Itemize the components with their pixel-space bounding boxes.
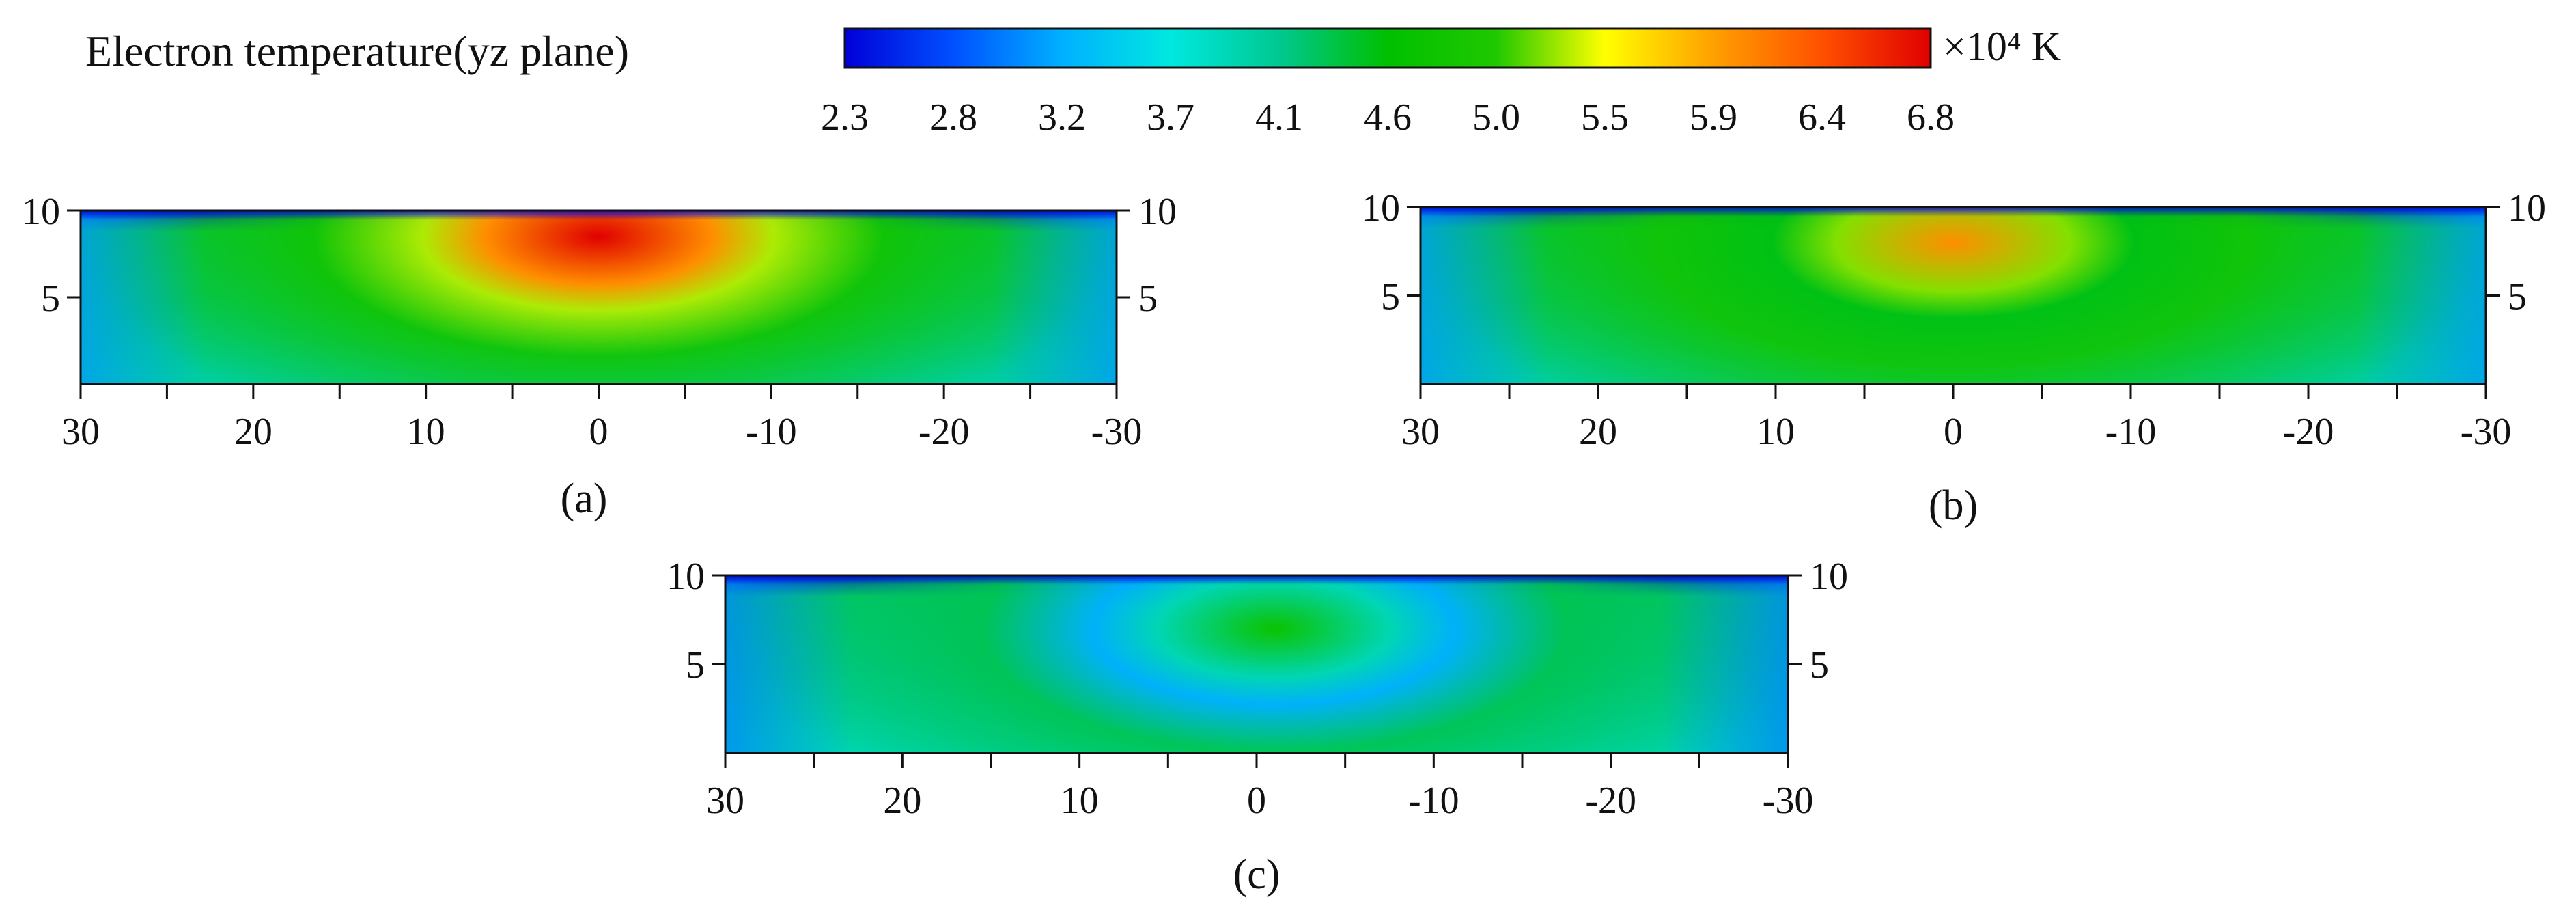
colorbar-tick-label: 2.8 [929,96,977,139]
x-tick-label: -20 [2283,411,2334,453]
colorbar-tick-label: 3.7 [1147,96,1194,139]
colorbar-gradient [843,27,1932,69]
x-tick-label: 30 [706,780,744,822]
colorbar-tick-labels: 2.3 2.8 3.2 3.7 4.1 4.6 5.0 5.5 5.9 6.4 6.8 [821,96,1955,139]
x-tick-label: 10 [1061,780,1099,822]
x-tick-label: 10 [1756,411,1795,453]
x-tick-label: -10 [1408,780,1459,822]
heatmap-field [1420,207,2486,384]
figure-title: Electron temperature(yz plane) [85,27,629,75]
colorbar-tick-label: 3.2 [1038,96,1086,139]
colorbar-tick-label: 5.9 [1690,96,1737,139]
panel-a: 30 20 10 0 -10 -20 -30 10 10 5 5 (a) [22,191,1177,522]
heatmap-top-band [81,210,1117,220]
y-tick-label-left: 10 [22,191,60,233]
y-tick-label-right: 10 [1810,555,1848,598]
colorbar-tick-label: 6.8 [1907,96,1955,139]
heatmap-edge-cooling [81,210,1117,384]
panel-b: 30 20 10 0 -10 -20 -30 10 10 5 5 (b) [1362,187,2546,529]
x-tick-label: 0 [1944,411,1963,453]
y-tick-label-left: 5 [41,277,60,320]
heatmap-edge-cooling [1420,207,2486,384]
panel-label: (a) [561,476,608,522]
panel-c: 30 20 10 0 -10 -20 -30 10 10 5 5 (c) [667,555,1848,898]
colorbar-tick-label: 4.1 [1255,96,1303,139]
y-tick-label-right: 5 [2508,276,2527,318]
x-tick-label: 20 [234,411,272,453]
x-tick-label: -30 [2461,411,2512,453]
panel-label: (b) [1929,482,1978,529]
colorbar-tick-label: 5.5 [1581,96,1629,139]
heatmap-field [81,210,1117,384]
x-tick-label: -30 [1763,780,1814,822]
x-tick-label: 30 [1401,411,1440,453]
heatmap-field [725,575,1788,753]
x-tick-label: -20 [919,411,970,453]
colorbar-tick-label: 5.0 [1472,96,1520,139]
colorbar: ×10⁴ K 2.3 2.8 3.2 3.7 4.1 4.6 5.0 5.5 5.9 6.4 6.8 [821,24,2061,139]
x-tick-label: -30 [1091,411,1143,453]
x-tick-label: 30 [61,411,100,453]
heatmap-top-band [725,575,1788,585]
heatmap-top-band [1420,207,2486,217]
y-tick-label-right: 5 [1138,277,1158,320]
x-tick-label: -10 [746,411,797,453]
colorbar-unit: ×10⁴ K [1943,24,2061,69]
panel-label: (c) [1233,851,1280,898]
x-tick-label: 10 [407,411,445,453]
y-tick-label-left: 5 [1381,276,1400,318]
y-tick-label-right: 10 [1138,191,1177,233]
y-tick-label-left: 10 [667,555,705,598]
colorbar-tick-label: 2.3 [821,96,869,139]
x-tick-label: -20 [1585,780,1636,822]
x-tick-label: 0 [589,411,608,453]
y-tick-label-right: 5 [1810,644,1829,687]
x-tick-label: 20 [1579,411,1617,453]
y-tick-label-left: 10 [1362,187,1400,230]
heatmap-edge-cooling [725,575,1788,753]
x-tick-label: 20 [883,780,921,822]
x-tick-label: 0 [1247,780,1266,822]
x-tick-label: -10 [2105,411,2157,453]
y-tick-label-left: 5 [686,644,705,687]
colorbar-tick-label: 4.6 [1364,96,1412,139]
y-tick-label-right: 10 [2508,187,2546,230]
colorbar-tick-label: 6.4 [1798,96,1846,139]
